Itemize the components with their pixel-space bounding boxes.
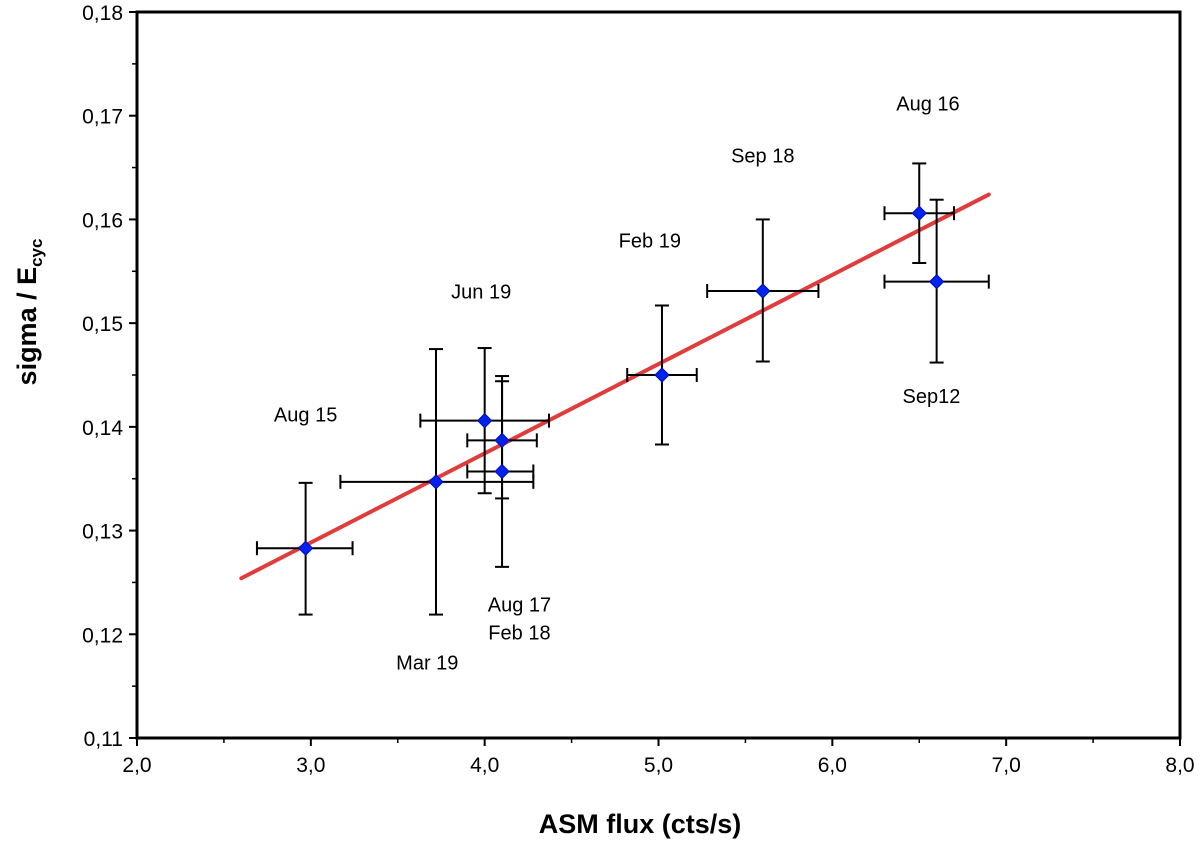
- x-tick-label: 2,0: [122, 754, 151, 777]
- y-tick-label: 0,18: [82, 2, 123, 25]
- annotation-label: Aug 16: [896, 94, 959, 116]
- data-point-2: [428, 474, 444, 490]
- x-tick-label: 3,0: [296, 754, 325, 777]
- x-tick-label: 8,0: [1165, 754, 1194, 777]
- annotation-label: Jun 19: [451, 281, 511, 303]
- annotation-label: Feb 18: [488, 622, 550, 644]
- annotation-label: Sep12: [902, 386, 960, 408]
- fit-layer: [239, 192, 991, 581]
- annotation-layer: Aug 16 Sep 18 Feb 19 Jun 19 Aug 15 Sep12 Aug 1…: [274, 94, 960, 675]
- x-axis-title: ASM flux (cts/s): [539, 809, 742, 839]
- data-point-5: [494, 463, 510, 480]
- data-point-9: [928, 273, 945, 290]
- fit-line: [239, 192, 991, 581]
- annotation-label: Aug 17: [488, 594, 551, 616]
- annotation-label: Mar 19: [396, 653, 458, 675]
- x-tick-label: 5,0: [644, 754, 673, 777]
- y-tick-label: 0,13: [82, 521, 123, 544]
- y-tick-label: 0,16: [82, 209, 123, 232]
- data-point-1: [297, 540, 314, 556]
- annotation-label: Aug 15: [274, 405, 337, 427]
- y-axis-title-subscript: cyc: [27, 239, 46, 267]
- y-axis-title: sigma / Ecyc: [12, 239, 46, 386]
- data-point-3: [476, 412, 493, 429]
- y-tick-label: 0,12: [82, 624, 123, 647]
- y-tick-label: 0,15: [82, 313, 123, 336]
- data-point-6: [654, 367, 670, 383]
- y-tick-label: 0,11: [84, 728, 123, 751]
- data-point-4: [494, 432, 510, 449]
- annotation-label: Feb 19: [619, 230, 681, 252]
- ticks-layer: 2,0 3,0 4,0 5,0 6,0 7,0 8,0 0,11 0,12 0,13 0,14 0,1…: [82, 2, 1194, 777]
- annotation-label: Sep 18: [731, 145, 794, 167]
- y-tick-label: 0,14: [82, 417, 123, 440]
- x-tick-label: 6,0: [818, 754, 847, 777]
- points-layer: [297, 205, 945, 556]
- data-point-8: [911, 205, 927, 221]
- x-tick-label: 4,0: [470, 754, 499, 777]
- y-tick-label: 0,17: [82, 106, 123, 129]
- y-axis-title-main: sigma / E: [12, 267, 42, 386]
- x-tick-label: 7,0: [992, 754, 1021, 777]
- data-point-7: [755, 283, 771, 299]
